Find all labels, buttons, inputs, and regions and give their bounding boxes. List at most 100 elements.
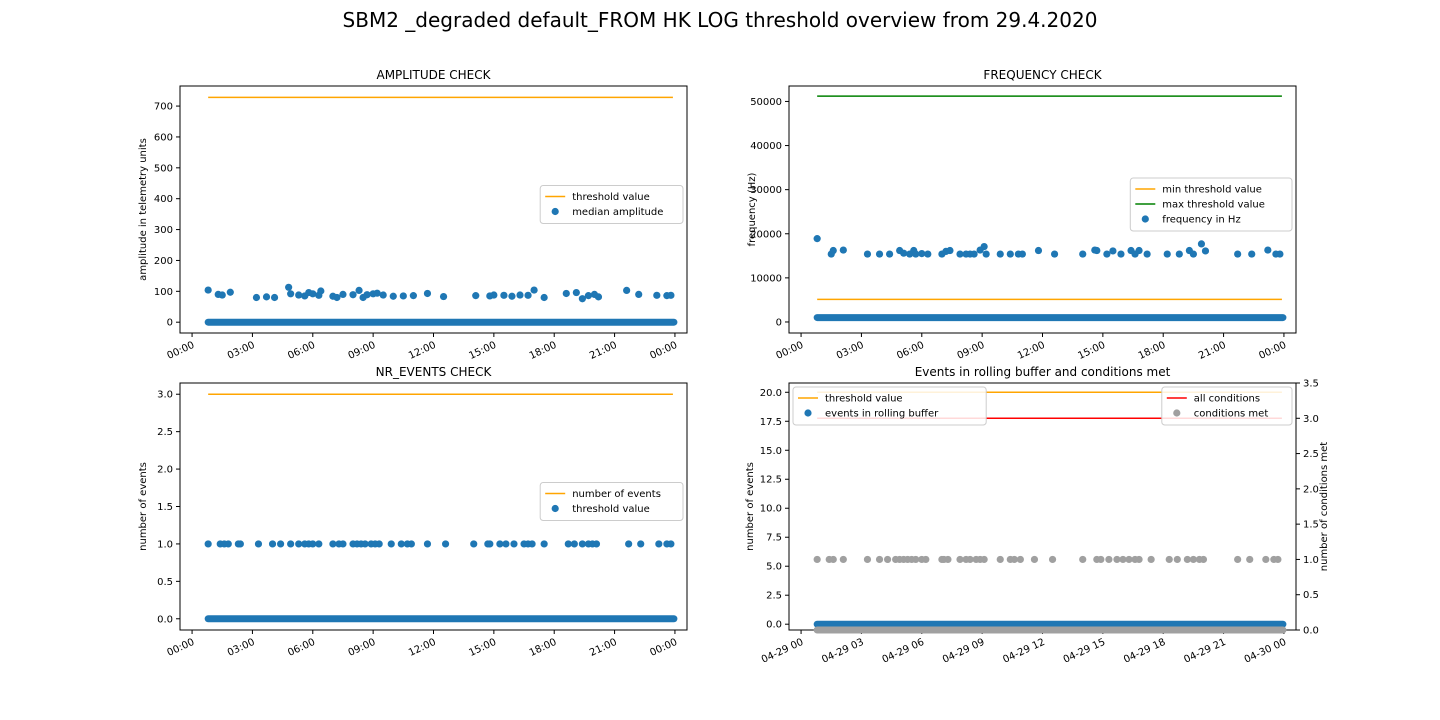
x-tick-label: 18:00 bbox=[528, 637, 559, 659]
x-tick-label: 09:00 bbox=[347, 340, 378, 362]
y-tick-label: 0.0 bbox=[766, 620, 782, 631]
data-point bbox=[653, 291, 661, 299]
chart-title: Events in rolling buffer and conditions … bbox=[915, 365, 1171, 379]
y-right-tick-label: 1.5 bbox=[1303, 520, 1319, 531]
data-point bbox=[262, 293, 271, 301]
chart-panel-nr_events: NR_EVENTS CHECK 0.0 0.5 1.0 1.5 2.0 2.5 3.0 00:0… bbox=[138, 365, 688, 659]
x-tick-label: 04-29 12 bbox=[1001, 637, 1046, 666]
data-point bbox=[1262, 555, 1270, 564]
y-right-tick-label: 3.5 bbox=[1303, 379, 1319, 390]
data-point bbox=[946, 246, 954, 255]
y-right-tick-label: 2.0 bbox=[1303, 484, 1319, 495]
x-tick-label: 00:00 bbox=[648, 637, 679, 659]
legend-label: all conditions bbox=[1194, 394, 1260, 405]
data-point bbox=[339, 290, 347, 299]
data-point bbox=[254, 540, 263, 548]
data-point bbox=[1201, 247, 1210, 255]
data-point bbox=[218, 291, 226, 299]
legend-label: events in rolling buffer bbox=[825, 409, 939, 420]
legend-label: median amplitude bbox=[572, 207, 663, 218]
y-right-tick-label: 1.0 bbox=[1303, 555, 1319, 566]
data-point bbox=[918, 250, 926, 258]
legend-label: min threshold value bbox=[1162, 185, 1262, 196]
data-point bbox=[496, 540, 504, 548]
data-point bbox=[1079, 555, 1087, 564]
data-point bbox=[252, 293, 261, 302]
data-point bbox=[863, 250, 872, 258]
x-tick-label: 00:00 bbox=[648, 340, 679, 362]
data-point bbox=[970, 250, 978, 258]
y-tick-label: 300 bbox=[154, 225, 173, 236]
data-point bbox=[409, 292, 417, 300]
data-point bbox=[1105, 555, 1113, 564]
y-axis-label: amplitude in telemetry units bbox=[138, 138, 149, 281]
data-point bbox=[966, 555, 974, 564]
x-tick-label: 00:00 bbox=[775, 340, 806, 362]
x-tick-label: 00:00 bbox=[166, 340, 197, 362]
data-point bbox=[329, 540, 337, 548]
data-point bbox=[1248, 250, 1256, 258]
x-tick-label: 00:00 bbox=[166, 637, 197, 659]
chart-panel-rolling_buffer: Events in rolling buffer and conditions … bbox=[745, 365, 1330, 666]
data-point bbox=[944, 555, 952, 564]
legend-box bbox=[1129, 177, 1293, 232]
y-tick-label: 600 bbox=[154, 132, 173, 143]
data-point bbox=[441, 540, 450, 548]
data-point bbox=[980, 555, 988, 564]
x-tick-label: 12:00 bbox=[1016, 340, 1047, 362]
y-tick-label: 30000 bbox=[750, 185, 782, 196]
legend-marker-swatch bbox=[551, 504, 559, 513]
data-point bbox=[584, 292, 593, 300]
data-point bbox=[956, 250, 964, 258]
data-point bbox=[829, 246, 837, 255]
data-point bbox=[996, 250, 1004, 258]
chart-panel-amplitude: AMPLITUDE CHECK 0 100 200 300 400 500 600 700 00:… bbox=[138, 68, 688, 362]
y-tick-label: 2.5 bbox=[766, 591, 782, 602]
data-point bbox=[375, 540, 383, 548]
y-tick-label: 100 bbox=[154, 287, 173, 298]
data-point bbox=[1103, 250, 1111, 258]
data-point bbox=[486, 540, 494, 548]
data-point bbox=[813, 555, 821, 564]
data-point bbox=[1175, 250, 1183, 258]
data-point bbox=[287, 290, 295, 298]
data-point bbox=[500, 291, 508, 299]
y-right-axis-label: number of conditions met bbox=[1319, 442, 1330, 572]
chart-title: NR_EVENTS CHECK bbox=[376, 365, 493, 379]
x-tick-label: 21:00 bbox=[1197, 340, 1228, 362]
x-tick-label: 03:00 bbox=[835, 340, 866, 362]
y-tick-label: 50000 bbox=[750, 97, 782, 108]
data-point bbox=[349, 291, 357, 299]
y-tick-label: 20000 bbox=[750, 229, 782, 240]
data-point bbox=[912, 250, 920, 258]
x-tick-label: 04-30 00 bbox=[1243, 637, 1288, 666]
data-point bbox=[530, 286, 538, 294]
x-tick-label: 21:00 bbox=[588, 340, 619, 362]
y-tick-label: 700 bbox=[154, 102, 173, 113]
y-tick-label: 0 bbox=[776, 317, 782, 328]
legend-label: number of events bbox=[572, 489, 661, 500]
data-point bbox=[885, 250, 894, 258]
data-point bbox=[1189, 555, 1197, 564]
chart-title: AMPLITUDE CHECK bbox=[376, 68, 491, 82]
data-point bbox=[980, 242, 988, 251]
x-tick-label: 00:00 bbox=[1257, 340, 1288, 362]
data-point bbox=[813, 235, 821, 243]
y-right-tick-label: 0.5 bbox=[1303, 590, 1319, 601]
legend-label: frequency in Hz bbox=[1162, 215, 1240, 226]
data-point bbox=[540, 540, 548, 548]
data-point bbox=[268, 540, 277, 548]
data-point bbox=[922, 555, 930, 564]
data-point bbox=[1234, 250, 1242, 258]
y-tick-label: 0 bbox=[167, 318, 173, 329]
y-tick-label: 5.0 bbox=[766, 562, 782, 573]
data-point bbox=[1143, 250, 1151, 258]
data-point bbox=[578, 295, 586, 303]
legend-box bbox=[1161, 386, 1293, 426]
data-point bbox=[270, 293, 279, 302]
data-point bbox=[667, 291, 675, 299]
x-tick-label: 04-29 03 bbox=[820, 637, 865, 666]
y-tick-label: 12.5 bbox=[760, 475, 782, 486]
data-point bbox=[912, 555, 920, 564]
data-point bbox=[510, 540, 518, 548]
